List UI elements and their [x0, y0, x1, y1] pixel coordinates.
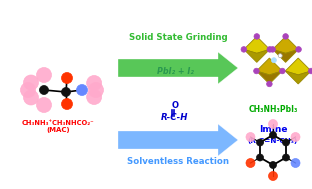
Circle shape: [254, 68, 259, 74]
Circle shape: [271, 58, 276, 63]
Circle shape: [254, 34, 260, 39]
Circle shape: [256, 154, 264, 161]
Circle shape: [87, 75, 102, 91]
Text: Solventless Reaction: Solventless Reaction: [127, 157, 229, 167]
Circle shape: [282, 154, 290, 161]
Circle shape: [269, 119, 277, 129]
Text: CH₃NH₃PbI₃: CH₃NH₃PbI₃: [248, 105, 298, 114]
Text: PbI₂ + I₂: PbI₂ + I₂: [157, 67, 193, 77]
Circle shape: [270, 161, 276, 169]
Polygon shape: [256, 71, 282, 84]
Circle shape: [282, 139, 290, 146]
Circle shape: [308, 68, 312, 74]
Circle shape: [278, 54, 282, 58]
Text: (MAC): (MAC): [46, 127, 70, 133]
Polygon shape: [118, 124, 238, 156]
Text: CH₃NH₃⁺CH₃NHCO₂⁻: CH₃NH₃⁺CH₃NHCO₂⁻: [22, 120, 94, 126]
Text: O: O: [172, 101, 178, 109]
Polygon shape: [285, 71, 311, 84]
Circle shape: [267, 47, 273, 52]
Circle shape: [61, 88, 71, 97]
Circle shape: [37, 98, 51, 112]
Circle shape: [241, 47, 247, 52]
Text: (R-C=N-CH₃): (R-C=N-CH₃): [248, 138, 298, 144]
Polygon shape: [118, 52, 238, 84]
Circle shape: [37, 67, 51, 83]
Circle shape: [270, 132, 276, 139]
Circle shape: [61, 73, 72, 84]
Circle shape: [76, 84, 87, 95]
Circle shape: [87, 90, 102, 105]
Text: Solid State Grinding: Solid State Grinding: [129, 33, 227, 43]
Circle shape: [283, 34, 288, 39]
Circle shape: [23, 75, 38, 90]
Circle shape: [291, 159, 300, 167]
Circle shape: [61, 98, 72, 109]
Polygon shape: [273, 49, 299, 62]
Circle shape: [280, 68, 285, 74]
Circle shape: [269, 171, 277, 180]
Circle shape: [89, 83, 104, 98]
Text: Imine: Imine: [259, 125, 287, 135]
Circle shape: [246, 159, 255, 167]
Text: R-C-H: R-C-H: [161, 114, 189, 122]
Circle shape: [40, 85, 48, 94]
Circle shape: [296, 47, 301, 52]
Circle shape: [270, 47, 275, 52]
Polygon shape: [244, 49, 270, 62]
Polygon shape: [285, 58, 311, 75]
Circle shape: [246, 132, 255, 142]
Circle shape: [23, 90, 38, 105]
Circle shape: [256, 139, 264, 146]
Polygon shape: [273, 36, 299, 53]
Polygon shape: [244, 36, 270, 53]
Circle shape: [266, 81, 272, 87]
Circle shape: [291, 132, 300, 142]
Circle shape: [21, 83, 36, 98]
Polygon shape: [256, 58, 282, 75]
